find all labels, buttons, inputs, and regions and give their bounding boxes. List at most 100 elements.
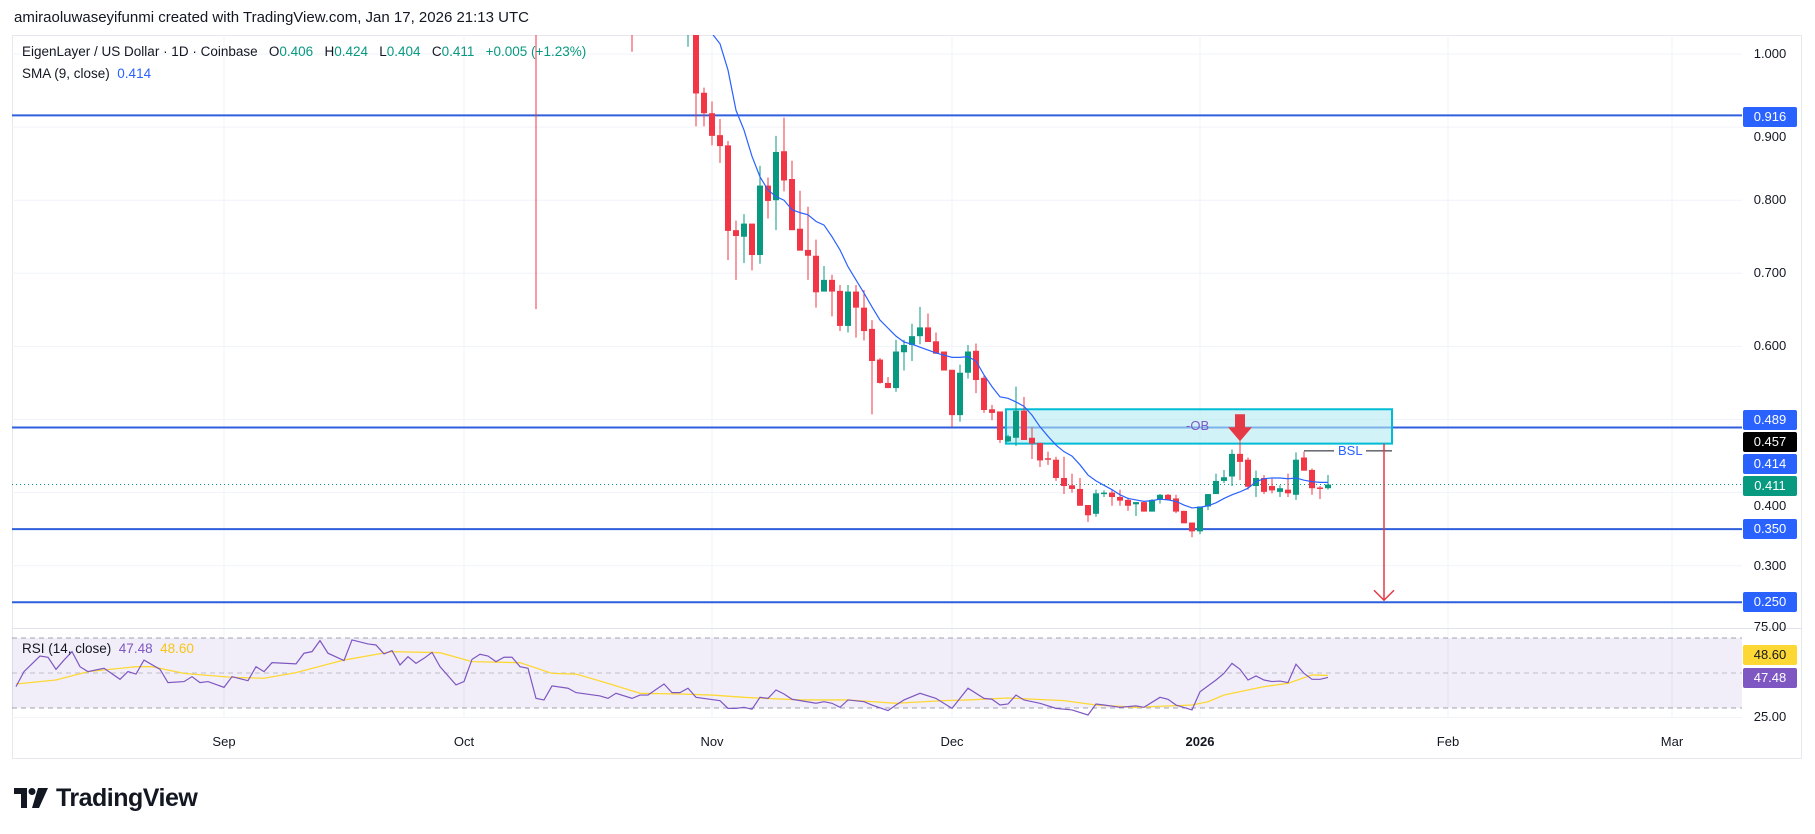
candles	[535, 35, 1331, 538]
candle-body	[885, 382, 891, 389]
price-label-sma: 0.414	[1743, 454, 1797, 474]
bsl-label[interactable]: BSL	[1338, 442, 1363, 458]
candle-down	[1269, 478, 1275, 494]
high-label: H	[324, 44, 335, 59]
candle-down	[989, 404, 995, 421]
candle-body	[901, 344, 907, 353]
rsi-legend[interactable]: RSI (14, close) 47.48 48.60	[22, 641, 194, 656]
price-label-bsl: 0.457	[1743, 432, 1797, 452]
price-axis-tick: 0.400	[1753, 498, 1787, 513]
candle-down	[1141, 502, 1147, 512]
candle-up	[1293, 452, 1299, 500]
price-axis-tick: 0.900	[1753, 129, 1787, 144]
horizontal-levels	[12, 114, 1742, 604]
price-axis-tick: 0.700	[1753, 265, 1787, 281]
candle-body	[989, 409, 995, 413]
candle-body	[981, 377, 987, 410]
grid-lines	[12, 35, 1802, 718]
candle-up	[1005, 434, 1011, 443]
candle-up	[1133, 502, 1139, 516]
candle-down	[765, 177, 771, 219]
candle-down	[789, 160, 795, 231]
candle-down	[885, 377, 891, 389]
rsi-price-label: 47.48	[1743, 668, 1797, 688]
candle-body	[933, 341, 939, 354]
candle-body	[1141, 502, 1147, 512]
rsi-ma-value: 48.60	[160, 641, 194, 656]
candle-down	[1053, 456, 1059, 481]
candle-down	[997, 411, 1003, 443]
candle-down	[781, 117, 787, 192]
time-axis-label: Sep	[212, 734, 236, 749]
candle-body	[781, 151, 787, 181]
candle-body	[1109, 492, 1115, 497]
candle-body	[1157, 494, 1163, 500]
candle-body	[1189, 522, 1195, 532]
candle-body	[741, 223, 747, 237]
candle-body	[917, 327, 923, 337]
close-label: C	[431, 44, 442, 59]
candle-down	[1077, 477, 1083, 506]
candle-down	[973, 343, 979, 394]
candle-body	[1037, 442, 1043, 461]
candle-up	[1197, 506, 1203, 535]
candle-up	[917, 306, 923, 345]
price-label-level: 0.350	[1743, 519, 1797, 539]
candle-down	[1181, 510, 1187, 524]
tradingview-logo-text: TradingView	[56, 783, 198, 812]
order-block-label[interactable]: -OB	[1186, 418, 1210, 434]
candle-down	[837, 284, 843, 332]
candle-down	[1029, 427, 1035, 459]
candle-up	[893, 339, 899, 392]
candle-body	[789, 179, 795, 231]
candle-body	[1173, 498, 1179, 512]
low-label: L	[379, 44, 387, 59]
candle-down	[1125, 497, 1131, 511]
candle-body	[965, 351, 971, 373]
candle-down	[1037, 442, 1043, 468]
candle-body	[1269, 486, 1275, 491]
sma-line	[712, 35, 1328, 509]
annotations[interactable]	[1228, 414, 1395, 602]
candle-body	[1021, 410, 1027, 440]
candle-body	[1117, 496, 1123, 501]
candle-body	[1149, 499, 1155, 512]
candle-body	[941, 351, 947, 371]
candle-up	[757, 165, 763, 264]
candle-up	[1213, 473, 1219, 495]
time-axis-label: Feb	[1436, 734, 1460, 749]
candle-body	[1213, 480, 1219, 495]
candle-body	[805, 249, 811, 256]
candle-down	[1021, 396, 1027, 440]
candle-body	[1229, 453, 1235, 477]
sma-legend[interactable]: SMA (9, close) 0.414	[22, 66, 151, 81]
candle-body	[733, 230, 739, 237]
order-block-zone[interactable]	[1005, 408, 1393, 445]
rsi-lines	[15, 639, 1329, 716]
candle-body	[701, 92, 707, 114]
candle-body	[1093, 493, 1099, 514]
candle-up	[957, 364, 963, 422]
order-block-box[interactable]	[1005, 408, 1393, 445]
candle-up	[1093, 489, 1099, 517]
symbol-title[interactable]: EigenLayer / US Dollar · 1D · Coinbase	[22, 44, 258, 59]
candle-down	[709, 101, 715, 146]
candle-up	[821, 265, 827, 292]
time-axis-label: Oct	[453, 734, 475, 749]
candle-body	[1005, 436, 1011, 442]
time-axis-label: Mar	[1660, 734, 1684, 749]
candle-down	[1061, 456, 1067, 495]
candle-body	[845, 291, 851, 326]
candle-body	[1205, 494, 1211, 507]
tradingview-logo[interactable]: TradingView	[14, 783, 198, 813]
candle-body	[1317, 487, 1323, 489]
candle-down	[949, 369, 955, 427]
candle-up	[1205, 494, 1211, 511]
candle-body	[1301, 457, 1307, 471]
rsi-line	[15, 639, 1329, 716]
close-value: 0.411	[441, 44, 475, 59]
down-arrow-icon[interactable]	[1228, 414, 1252, 442]
candle-body	[1077, 488, 1083, 506]
candle-down	[1285, 473, 1291, 497]
